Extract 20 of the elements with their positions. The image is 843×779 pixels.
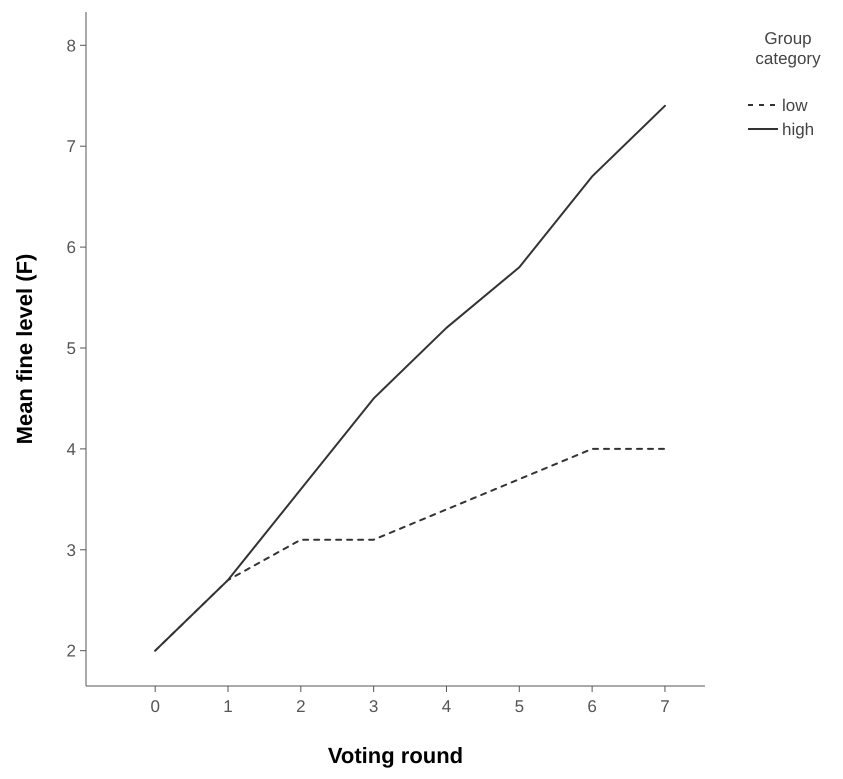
x-tick-label: 6 [587, 697, 597, 716]
x-tick-label: 2 [296, 697, 306, 716]
y-tick-label: 3 [66, 540, 76, 560]
y-axis-title: Mean fine level (F) [12, 254, 37, 444]
y-tick-label: 8 [66, 36, 76, 56]
legend-label: high [782, 120, 814, 139]
y-tick-label: 4 [66, 440, 76, 459]
y-tick-label: 2 [66, 642, 76, 661]
y-tick-label: 7 [66, 137, 76, 156]
x-tick-label: 0 [150, 697, 160, 716]
y-tick-label: 6 [66, 238, 76, 258]
x-tick-label: 7 [660, 697, 670, 716]
x-tick-label: 1 [223, 697, 233, 716]
x-tick-label: 3 [368, 697, 378, 716]
x-tick-label: 4 [442, 697, 452, 716]
legend-title: Group category [755, 29, 822, 68]
y-tick-label: 5 [66, 338, 76, 358]
x-tick-label: 5 [514, 697, 524, 716]
x-axis-title: Voting round [328, 743, 464, 768]
legend-label: low [782, 96, 808, 115]
